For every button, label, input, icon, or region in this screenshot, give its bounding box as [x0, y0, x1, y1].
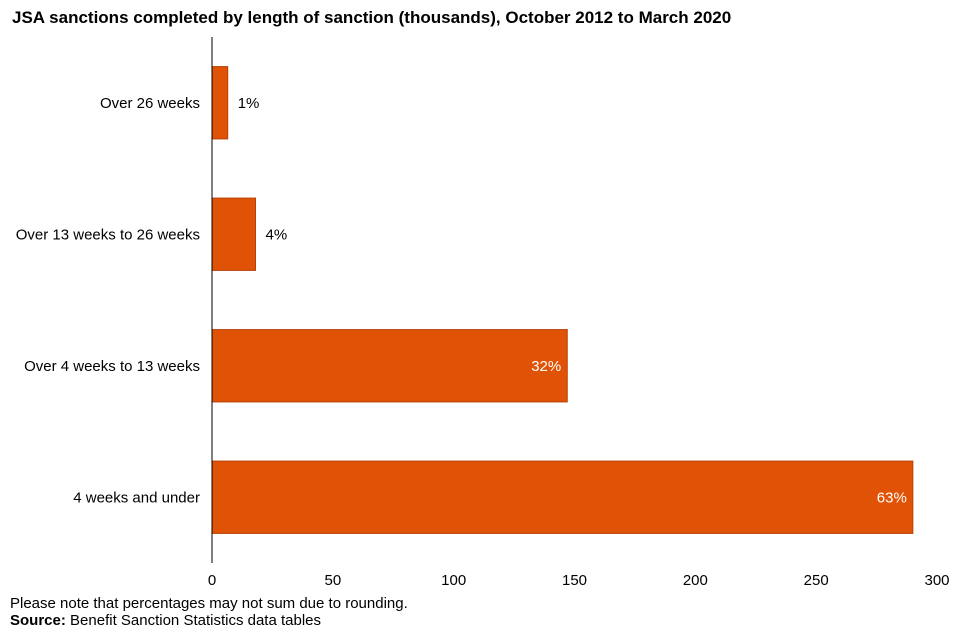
- x-tick-label-2: 100: [441, 572, 466, 589]
- x-tick-label-6: 300: [924, 572, 949, 589]
- category-label-3: 4 weeks and under: [73, 489, 200, 506]
- bars-group: [211, 66, 914, 534]
- source-line: Source: Benefit Sanction Statistics data…: [10, 612, 321, 629]
- bar-2: [211, 329, 568, 403]
- x-tick-label-5: 250: [804, 572, 829, 589]
- bar-0: [211, 66, 229, 140]
- category-label-0: Over 26 weeks: [100, 95, 200, 112]
- chart-title: JSA sanctions completed by length of san…: [12, 8, 732, 27]
- data-labels: 1% 4% 32% 63%: [238, 95, 907, 507]
- x-tick-labels: 0 50 100 150 200 250 300: [208, 572, 950, 589]
- data-label-0: 1%: [238, 95, 260, 112]
- x-tick-label-4: 200: [683, 572, 708, 589]
- x-tick-label-3: 150: [562, 572, 587, 589]
- x-tick-label-0: 0: [208, 572, 216, 589]
- rounding-note: Please note that percentages may not sum…: [10, 595, 408, 612]
- data-label-1: 4%: [266, 226, 288, 243]
- data-label-2: 32%: [531, 358, 561, 375]
- category-label-2: Over 4 weeks to 13 weeks: [24, 358, 200, 375]
- category-labels: Over 26 weeks Over 13 weeks to 26 weeks Ov…: [16, 95, 200, 507]
- x-tick-label-1: 50: [324, 572, 341, 589]
- bar-1: [211, 197, 256, 271]
- source-text: Benefit Sanction Statistics data tables: [70, 612, 322, 629]
- data-label-3: 63%: [877, 489, 907, 506]
- bar-3: [211, 460, 914, 534]
- source-label: Source:: [10, 612, 66, 629]
- category-label-1: Over 13 weeks to 26 weeks: [16, 226, 200, 243]
